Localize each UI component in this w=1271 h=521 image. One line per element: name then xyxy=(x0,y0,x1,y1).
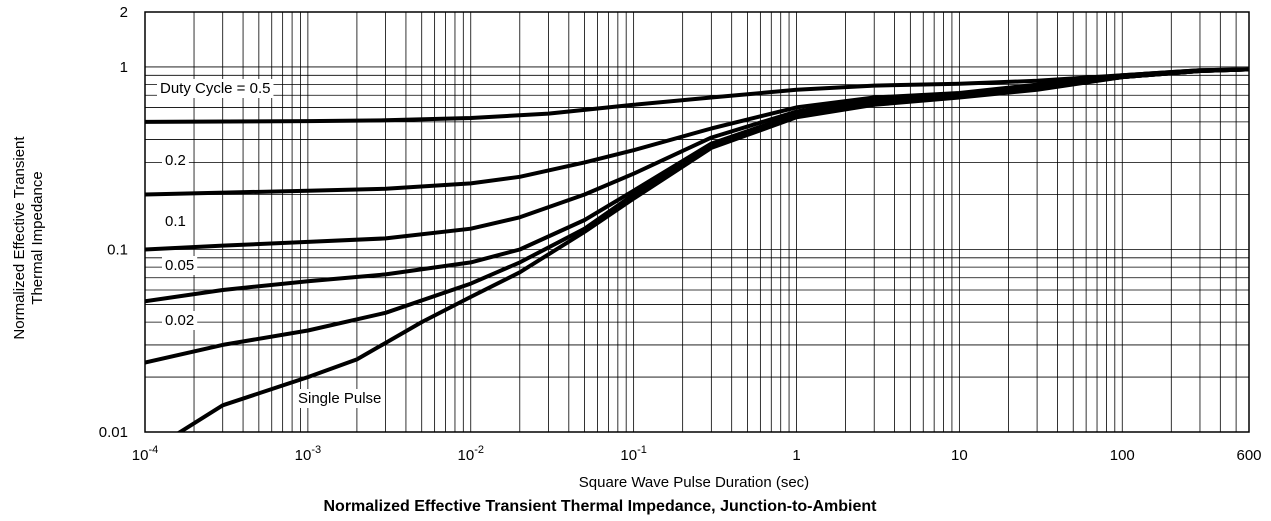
x-axis-title: Square Wave Pulse Duration (sec) xyxy=(579,474,809,491)
series-line-1 xyxy=(145,67,1249,197)
grid-lines xyxy=(145,12,1249,432)
series-labels: Duty Cycle = 0.5 0.2 0.1 0.05 0.02 Single Pul… xyxy=(157,79,385,408)
x-tick-label: 10-2 xyxy=(458,444,484,464)
y-tick-label: 2 xyxy=(120,4,128,21)
y-tick-label: 0.01 xyxy=(99,424,128,441)
series-label-2: 0.1 xyxy=(165,213,186,230)
series-label-bg xyxy=(162,311,198,330)
series-line-5 xyxy=(176,67,1249,432)
series-label-3: 0.05 xyxy=(165,257,194,274)
y-tick-label: 1 xyxy=(120,59,128,76)
series-line-3 xyxy=(145,67,1249,304)
series-label-bg xyxy=(162,151,189,170)
series-label-bg xyxy=(162,212,189,231)
chart-title: Normalized Effective Transient Thermal I… xyxy=(324,498,878,515)
series-line-4 xyxy=(145,67,1249,365)
series-label-4: 0.02 xyxy=(165,312,194,329)
y-tick-label: 0.1 xyxy=(107,241,128,258)
x-tick-label: 10-3 xyxy=(295,444,321,464)
series-label-bg xyxy=(157,79,274,98)
series-line-0 xyxy=(145,67,1249,124)
x-tick-label: 100 xyxy=(1110,447,1135,464)
x-tick-label: 10-4 xyxy=(132,444,158,464)
series-label-5: Single Pulse xyxy=(298,390,381,407)
x-tick-label: 600 xyxy=(1236,447,1261,464)
x-tick-label: 1 xyxy=(792,447,800,464)
series-label-bg xyxy=(295,389,385,408)
series-label-1: 0.2 xyxy=(165,152,186,169)
x-tick-label: 10-1 xyxy=(620,444,646,464)
x-tick-labels: 10-4 10-3 10-2 10-1 1 10 100 600 xyxy=(132,444,1262,464)
y-tick-labels: 0.01 0.1 1 2 xyxy=(99,4,128,441)
x-tick-label: 10 xyxy=(951,447,968,464)
series-lines xyxy=(145,67,1249,432)
y-axis-title-line-1: Normalized Effective Transient xyxy=(11,136,28,340)
series-label-bg xyxy=(162,256,198,275)
plot-frame xyxy=(144,11,1250,433)
series-label-0: Duty Cycle = 0.5 xyxy=(160,80,270,97)
y-axis-title-line-2: Thermal Impedance xyxy=(29,171,46,304)
